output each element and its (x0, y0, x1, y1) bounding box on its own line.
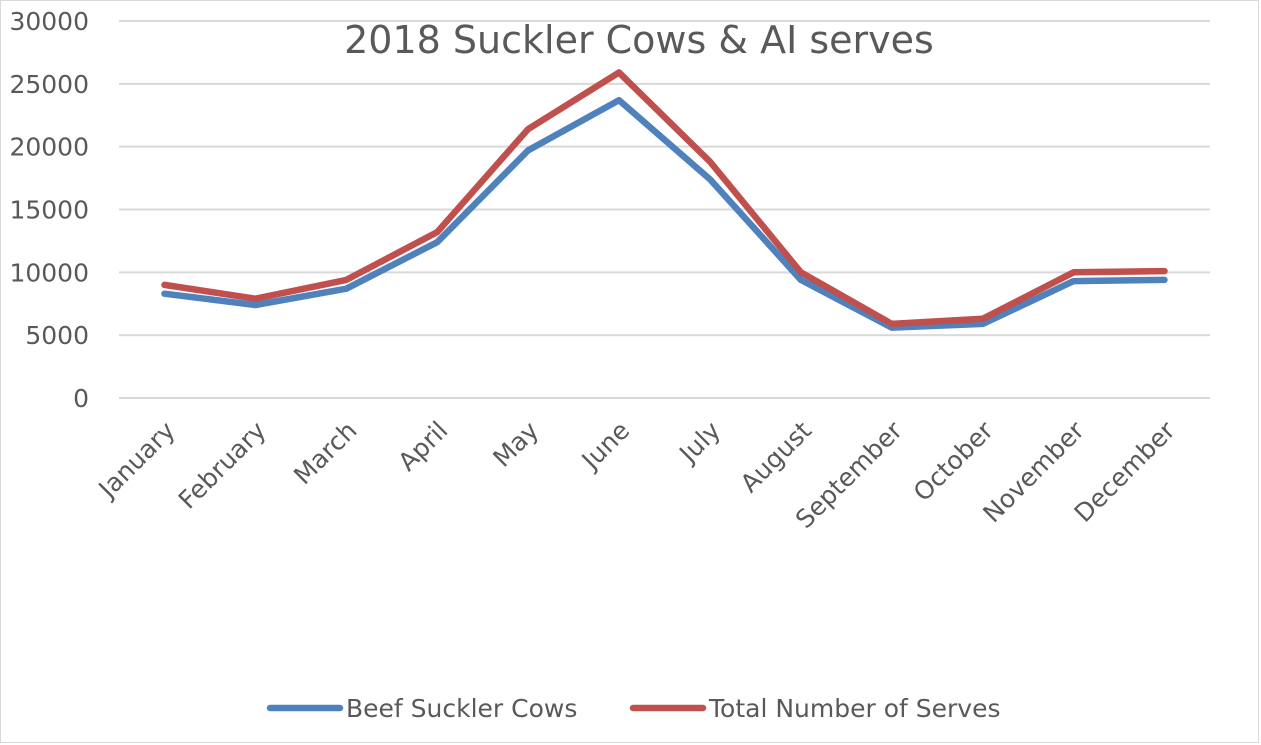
x-tick-label: May (487, 416, 544, 473)
grid-layer (119, 20, 1210, 399)
y-axis-ticks: 0 5000 10000 15000 20000 25000 30000 (9, 7, 89, 413)
x-tick-label: July (672, 416, 726, 470)
legend: Beef Suckler Cows Total Number of Serves (266, 694, 1000, 723)
y-tick-label: 20000 (9, 133, 89, 162)
chart-title: 2018 Suckler Cows & AI serves (344, 18, 934, 62)
series-layer (161, 69, 1168, 331)
legend-label: Beef Suckler Cows (346, 694, 577, 723)
series-line-1 (161, 96, 1168, 331)
x-tick-label: January (92, 416, 181, 505)
x-tick-label: June (575, 416, 635, 476)
y-tick-label: 0 (73, 384, 89, 413)
y-tick-label: 25000 (9, 70, 89, 99)
y-tick-label: 15000 (9, 196, 89, 225)
legend-label: Total Number of Serves (708, 694, 1000, 723)
y-tick-label: 5000 (25, 321, 89, 350)
x-tick-label: April (393, 416, 454, 477)
x-tick-label: August (735, 416, 818, 499)
x-tick-label: March (288, 416, 362, 490)
y-tick-label: 30000 (9, 7, 89, 36)
y-tick-label: 10000 (9, 258, 89, 287)
x-tick-label: October (908, 415, 1000, 507)
x-tick-label: February (173, 416, 272, 515)
series-line-2 (161, 69, 1168, 328)
